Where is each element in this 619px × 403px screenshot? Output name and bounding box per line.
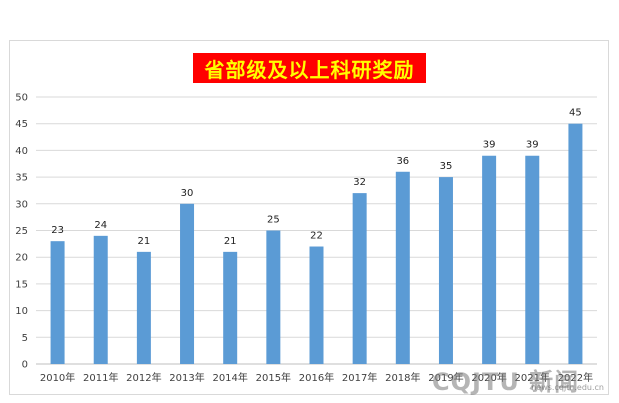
chart-area [9, 40, 609, 395]
bar [223, 251, 238, 364]
data-label: 35 [440, 161, 453, 172]
data-label: 39 [483, 140, 496, 151]
y-tick-label: 15 [15, 279, 28, 290]
bar [309, 246, 324, 364]
bar [180, 203, 195, 364]
bar [395, 171, 410, 364]
bar [93, 235, 108, 364]
bar [482, 155, 497, 364]
x-tick-label: 2020年 [471, 371, 506, 384]
bar [136, 251, 151, 364]
data-label: 32 [353, 177, 366, 188]
y-tick-label: 25 [15, 226, 28, 237]
bar [525, 155, 540, 364]
data-label: 36 [396, 156, 409, 167]
data-label: 23 [51, 225, 64, 236]
y-tick-label: 30 [15, 199, 28, 210]
bar [266, 230, 281, 364]
bar [568, 123, 583, 364]
y-tick-label: 50 [15, 93, 28, 104]
x-tick-label: 2015年 [256, 371, 291, 384]
data-label: 24 [94, 220, 107, 231]
data-label: 22 [310, 231, 323, 242]
y-tick-label: 40 [15, 146, 28, 157]
x-tick-label: 2014年 [212, 371, 247, 384]
bar [352, 193, 367, 364]
data-label: 25 [267, 215, 280, 226]
x-tick-label: 2017年 [342, 371, 377, 384]
bar [438, 177, 453, 364]
y-tick-label: 10 [15, 306, 28, 317]
x-tick-label: 2010年 [40, 371, 75, 384]
bar [50, 241, 65, 364]
chart-title: 省部级及以上科研奖励 [193, 53, 426, 83]
x-tick-label: 2022年 [558, 371, 593, 384]
y-tick-label: 20 [15, 253, 28, 264]
watermark: CQJTU 新闻 news.cqjtu.edu.cn [432, 362, 612, 396]
x-tick-label: 2021年 [515, 371, 550, 384]
y-tick-label: 5 [22, 333, 28, 344]
data-label: 21 [224, 236, 237, 247]
data-label: 21 [138, 236, 151, 247]
x-tick-label: 2016年 [299, 371, 334, 384]
x-tick-label: 2018年 [385, 371, 420, 384]
watermark-url: news.cqjtu.edu.cn [531, 383, 604, 392]
y-tick-label: 35 [15, 173, 28, 184]
y-tick-label: 0 [22, 360, 28, 371]
data-label: 45 [569, 108, 582, 119]
data-label: 30 [181, 188, 194, 199]
x-tick-label: 2019年 [428, 371, 463, 384]
x-tick-label: 2013年 [169, 371, 204, 384]
y-tick-label: 45 [15, 119, 28, 130]
x-tick-label: 2012年 [126, 371, 161, 384]
watermark-logo-text: CQJTU 新闻 [432, 368, 580, 396]
x-tick-label: 2011年 [83, 371, 118, 384]
data-label: 39 [526, 140, 539, 151]
